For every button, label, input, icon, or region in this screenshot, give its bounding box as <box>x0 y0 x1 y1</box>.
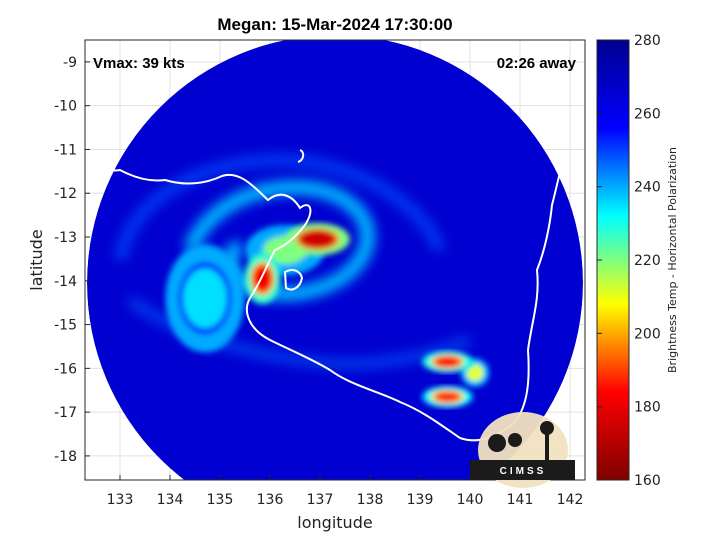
y-axis-ticks: -9 -10 -11 -12 -13 -14 -15 -16 -17 -18 <box>54 55 90 465</box>
x-axis-ticks: 133 134 135 136 137 138 139 140 141 142 <box>107 475 584 508</box>
x-tick-label: 140 <box>457 492 484 508</box>
x-tick-label: 136 <box>257 492 284 508</box>
colorbar-tick-label: 260 <box>634 106 661 122</box>
feature-core <box>183 268 227 329</box>
x-tick-label: 135 <box>207 492 234 508</box>
spiral-band-north <box>114 153 446 262</box>
island-coastline-north <box>297 149 305 163</box>
colorbar-tick-label: 180 <box>634 400 661 416</box>
y-tick-label: -11 <box>54 142 77 158</box>
x-tick-label: 141 <box>507 492 534 508</box>
feature-east-convection-2 <box>422 386 473 408</box>
feature-eyewall-west <box>244 253 281 304</box>
x-tick-label: 138 <box>357 492 384 508</box>
y-tick-label: -12 <box>54 186 77 202</box>
colorbar-tick-label: 240 <box>634 180 661 196</box>
island-coastline <box>283 269 304 291</box>
cimss-logo: CIMSS <box>470 412 575 488</box>
feature-eyewall-north <box>285 223 350 256</box>
axes-frame <box>84 39 586 481</box>
colorbar-ticks: 160 180 200 220 240 260 280 <box>597 33 661 489</box>
convection-features <box>165 223 490 408</box>
y-tick-label: -17 <box>54 405 77 421</box>
feature-core <box>299 230 336 249</box>
y-tick-label: -10 <box>54 99 77 115</box>
y-tick-label: -9 <box>63 55 77 71</box>
feature-core <box>433 355 462 368</box>
colorbar-tick-label: 220 <box>634 253 661 269</box>
feature-core <box>433 390 462 403</box>
y-tick-label: -14 <box>54 274 77 290</box>
x-tick-label: 133 <box>107 492 134 508</box>
y-tick-label: -18 <box>54 449 77 465</box>
x-tick-label: 137 <box>307 492 334 508</box>
colorbar-tick-label: 160 <box>634 473 661 489</box>
swath-layer <box>87 40 583 480</box>
vmax-annotation: Vmax: 39 kts <box>93 55 185 72</box>
chart-title: Megan: 15-Mar-2024 17:30:00 <box>217 15 452 34</box>
y-tick-label: -15 <box>54 318 77 334</box>
y-tick-label: -13 <box>54 230 77 246</box>
feature-outer-band <box>165 244 245 353</box>
feature-core <box>467 364 483 381</box>
time-offset-annotation: 02:26 away <box>497 55 577 72</box>
feature-east-convection-1 <box>422 350 473 373</box>
x-axis-label: longitude <box>297 513 372 532</box>
colorbar-tick-label: 280 <box>634 33 661 49</box>
logo-text: CIMSS <box>500 466 547 477</box>
y-tick-label: -16 <box>54 361 77 377</box>
coastline <box>87 149 567 442</box>
y-axis-label: latitude <box>27 229 46 290</box>
x-tick-label: 139 <box>407 492 434 508</box>
colorbar-tick-label: 200 <box>634 326 661 342</box>
colorbar-label: Brightness Temp - Horizontal Polarizatio… <box>666 147 679 373</box>
x-tick-label: 142 <box>557 492 584 508</box>
x-tick-label: 134 <box>157 492 184 508</box>
